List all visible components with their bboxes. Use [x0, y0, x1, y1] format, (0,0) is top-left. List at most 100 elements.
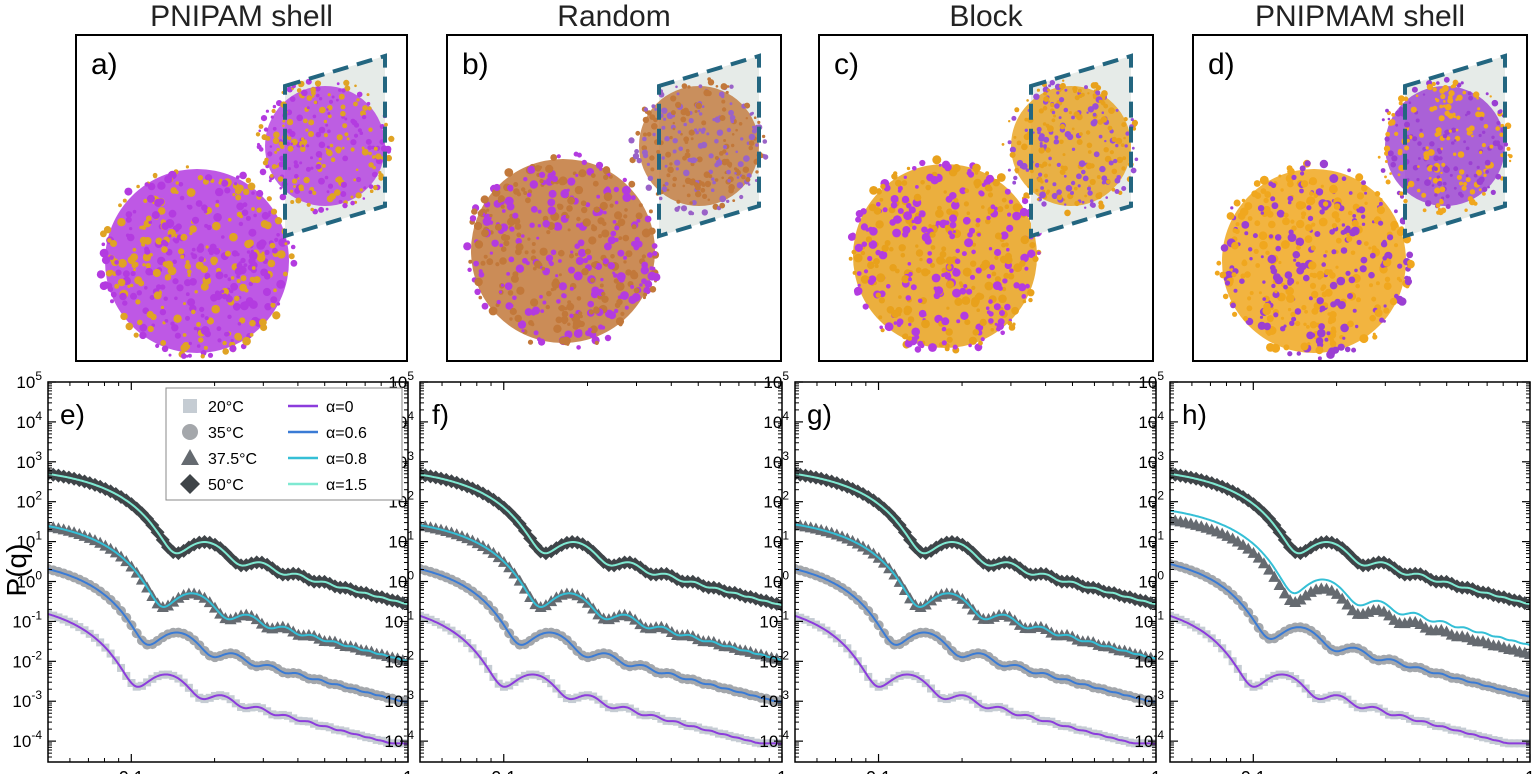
data-point — [1273, 578, 1286, 590]
legend-marker — [183, 399, 197, 413]
y-tick-label: 10-3 — [759, 688, 789, 711]
series-line-α=0 — [420, 614, 782, 745]
panel-label: h) — [1182, 399, 1207, 430]
column-title: Block — [949, 0, 1023, 33]
legend-marker — [180, 474, 200, 494]
column-title: PNIPMAM shell — [1254, 0, 1466, 33]
data-point — [1252, 551, 1265, 563]
x-tick-label: 1 — [777, 768, 787, 774]
legend-label: α=1.5 — [326, 477, 367, 494]
plot-panel: 10-4 10-3 10-2 10-1 100 101 102 103 104 105 0.1 1 h)… — [1134, 370, 1532, 774]
y-tick-label: 101 — [16, 529, 42, 552]
y-tick-label: 100 — [1138, 569, 1164, 592]
dashed-section-plane — [657, 53, 761, 239]
y-tick-label: 104 — [763, 409, 789, 432]
y-tick-label: 103 — [16, 449, 42, 472]
data-point — [1242, 542, 1255, 554]
microgel-cross-section — [1001, 53, 1139, 239]
y-tick-label: 105 — [1138, 370, 1164, 392]
data-point — [1247, 546, 1260, 558]
snapshot-label: b) — [462, 48, 489, 81]
series-line-α=0.8 — [48, 525, 408, 662]
plot-panel: 10-4 10-3 10-2 10-1 100 101 102 103 104 105 0.1 1 e)… — [12, 370, 413, 774]
series-line-α=0.8 — [420, 524, 782, 662]
y-tick-label: 105 — [763, 370, 789, 392]
data-point — [1299, 589, 1312, 601]
plot-frame — [47, 381, 409, 763]
snapshot-panel: d) — [1192, 34, 1528, 362]
legend: 20°C 35°C 37.5°C 50°C α=0 α=0.6 α=0.8 α=1.5 — [165, 387, 403, 501]
microgel-sphere — [1214, 159, 1415, 360]
y-tick-label: 102 — [1138, 489, 1164, 512]
y-axis-label: P(q) — [1, 544, 32, 597]
y-tick-label: 10-2 — [759, 648, 789, 671]
snapshot-panel: a) — [75, 34, 408, 362]
data-point — [1341, 598, 1354, 610]
series-line-α=0.8 — [795, 523, 1156, 660]
microgel-sphere — [96, 165, 298, 359]
data-point — [1336, 592, 1349, 604]
series-35°C — [795, 564, 1156, 707]
series-35°C — [420, 564, 782, 707]
series-line-α=1.5 — [1170, 472, 1530, 605]
series-line-α=0.6 — [420, 568, 782, 703]
legend-label: 35°C — [208, 425, 244, 442]
y-tick-label: 101 — [388, 529, 414, 552]
series-line-α=0.6 — [48, 568, 408, 703]
panel-label: g) — [807, 399, 832, 430]
microgel-snapshot — [463, 53, 769, 350]
y-tick-label: 105 — [16, 370, 42, 392]
series-37.5°C — [1170, 513, 1530, 659]
data-point — [1383, 609, 1396, 621]
microgel-snapshot — [96, 53, 395, 359]
series-20°C — [48, 609, 408, 748]
series-line-α=1.5 — [48, 472, 408, 605]
data-point — [1268, 570, 1281, 582]
legend-label: α=0 — [326, 399, 354, 416]
y-tick-label: 10-2 — [1134, 648, 1164, 671]
legend-label: α=0.6 — [326, 425, 367, 442]
y-tick-label: 104 — [1138, 409, 1164, 432]
microgel-sphere — [463, 151, 661, 350]
y-tick-label: 102 — [763, 489, 789, 512]
y-tick-label: 101 — [763, 529, 789, 552]
dashed-section-plane — [1403, 53, 1507, 239]
data-point — [1278, 587, 1291, 599]
column-title: Random — [557, 0, 671, 33]
panel-label: e) — [60, 399, 85, 430]
data-point — [1263, 563, 1276, 575]
series-20°C — [795, 611, 1156, 748]
snapshot-label: c) — [834, 48, 859, 81]
y-tick-label: 102 — [16, 489, 42, 512]
series-line-α=0.8 — [1170, 509, 1530, 647]
y-tick-label: 101 — [1138, 529, 1164, 552]
dashed-section-plane — [1029, 53, 1133, 239]
microgel-snapshot — [847, 53, 1139, 354]
snapshot-panel: c) — [818, 34, 1154, 362]
y-tick-label: 10-4 — [1134, 728, 1164, 751]
series-line-α=0.6 — [1170, 563, 1530, 698]
x-tick-label: 0.1 — [119, 768, 144, 774]
snapshot-label: a) — [91, 48, 118, 81]
x-tick-label: 0.1 — [491, 768, 516, 774]
plot-frame — [1169, 381, 1531, 763]
data-point — [1524, 647, 1530, 659]
microgel-cross-section — [1377, 53, 1513, 239]
microgel-sphere — [847, 155, 1042, 354]
series-line-α=0.6 — [795, 568, 1156, 703]
y-tick-label: 10-4 — [12, 728, 42, 751]
series-line-α=0 — [795, 614, 1156, 745]
y-tick-label: 104 — [16, 409, 42, 432]
legend-marker — [181, 449, 199, 465]
snapshot-label: d) — [1208, 48, 1235, 81]
plot-panel: 10-4 10-3 10-2 10-1 100 101 102 103 104 105 0.1 1 g)… — [759, 370, 1161, 774]
y-tick-label: 10-1 — [384, 608, 414, 631]
x-tick-label: 1 — [1525, 768, 1532, 774]
x-tick-label: 1 — [403, 768, 413, 774]
y-tick-label: 100 — [16, 569, 42, 592]
series-line-α=0 — [48, 613, 408, 745]
series-line-α=1.5 — [420, 473, 782, 607]
y-tick-label: 103 — [763, 449, 789, 472]
legend-label: 37.5°C — [208, 451, 257, 468]
y-tick-label: 10-3 — [12, 688, 42, 711]
